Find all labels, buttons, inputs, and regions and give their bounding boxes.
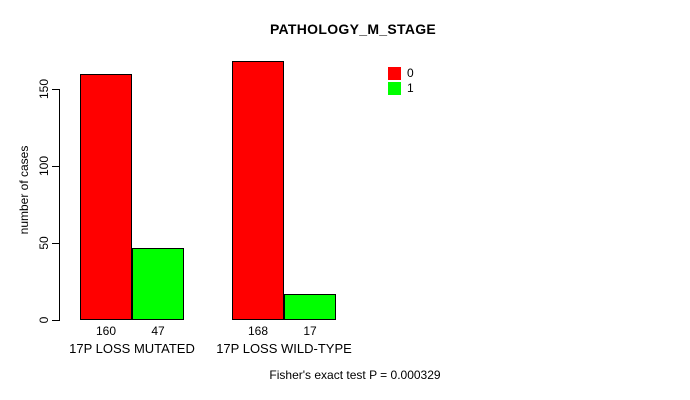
- legend-swatch-red: [388, 66, 401, 80]
- legend-label-0: 0: [407, 66, 414, 80]
- bar-series-0: [80, 73, 132, 320]
- bar-value-label: 47: [151, 324, 165, 338]
- legend-item-0: 0: [388, 66, 414, 80]
- bar-value-label: 160: [95, 324, 117, 338]
- bar-value-label: 168: [247, 324, 269, 338]
- x-category-label: 17P LOSS MUTATED: [69, 341, 195, 356]
- legend-swatch-green: [388, 81, 401, 95]
- y-axis-tick: [52, 89, 59, 90]
- bar-series-0: [232, 61, 284, 320]
- legend-item-1: 1: [388, 81, 414, 95]
- y-axis-tick-label: 100: [37, 155, 51, 177]
- bar-series-1: [132, 247, 184, 320]
- x-category-label: 17P LOSS WILD-TYPE: [216, 341, 352, 356]
- bar-series-1: [284, 293, 336, 320]
- fisher-test-label: Fisher's exact test P = 0.000329: [269, 368, 441, 382]
- y-axis-tick-label: 50: [37, 236, 51, 250]
- bar-value-label: 17: [303, 324, 317, 338]
- legend: 0 1: [388, 66, 414, 95]
- y-axis-line: [59, 89, 60, 321]
- chart-title: PATHOLOGY_M_STAGE: [269, 21, 437, 37]
- y-axis-tick-label: 150: [37, 78, 51, 100]
- y-axis-tick-label: 0: [37, 316, 51, 324]
- y-axis-tick: [52, 320, 59, 321]
- legend-label-1: 1: [407, 81, 414, 95]
- y-axis-tick: [52, 166, 59, 167]
- y-axis-tick: [52, 243, 59, 244]
